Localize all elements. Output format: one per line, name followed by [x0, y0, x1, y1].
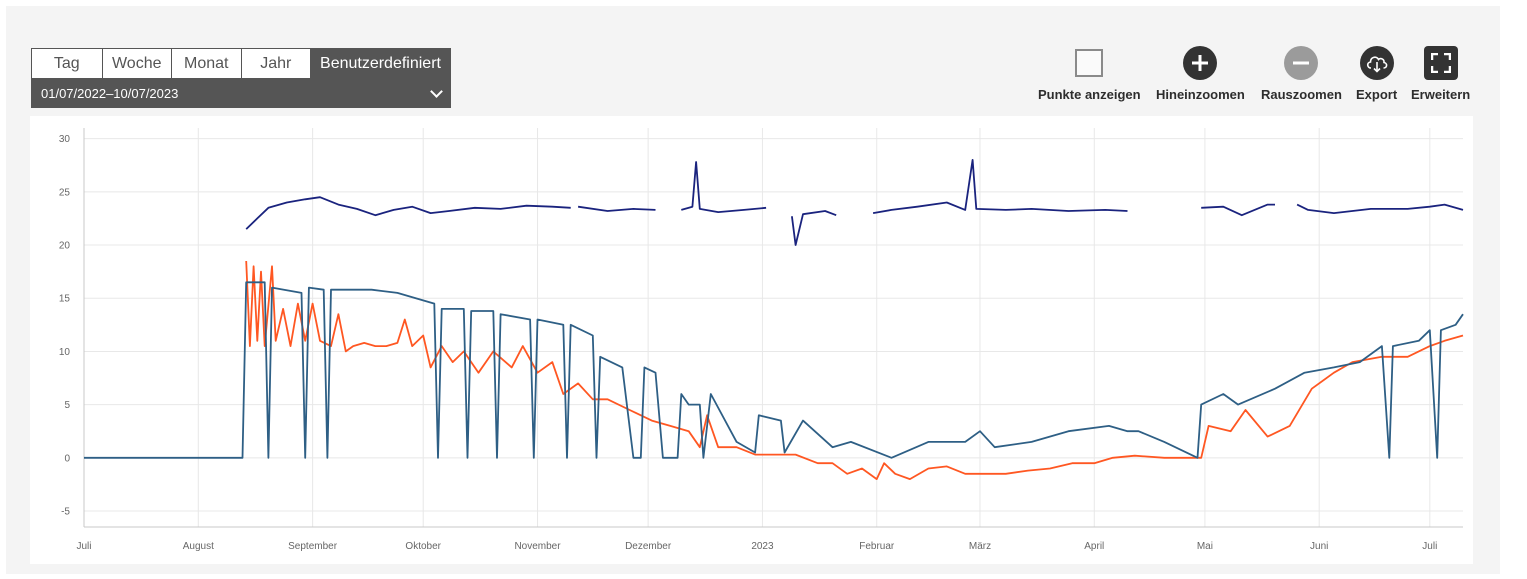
y-tick-label: 25 [59, 187, 71, 198]
show-points-toggle[interactable]: Punkte anzeigen [1038, 46, 1141, 102]
x-tick-label: August [183, 541, 214, 552]
x-tick-label: Juli [1422, 541, 1437, 552]
zoom-out-label: Rauszoomen [1261, 87, 1342, 102]
x-tick-label: Juli [76, 541, 91, 552]
export-label: Export [1356, 87, 1398, 102]
expand-label: Erweitern [1411, 87, 1471, 102]
x-tick-label: September [288, 541, 338, 552]
export-button[interactable]: Export [1356, 46, 1397, 102]
x-tick-label: 2023 [751, 541, 774, 552]
range-tabs: Tag Woche Monat Jahr Benutzerdefiniert [32, 49, 450, 78]
y-tick-label: -5 [61, 507, 70, 518]
cloud-download-icon [1359, 46, 1394, 80]
series-line-1 [245, 159, 1464, 246]
series-line-2 [245, 260, 1464, 480]
x-tick-label: Februar [859, 541, 895, 552]
series-line-3 [84, 281, 1464, 459]
x-tick-label: Mai [1197, 541, 1213, 552]
x-tick-label: Dezember [625, 541, 672, 552]
y-tick-label: 30 [59, 134, 71, 145]
y-tick-label: 10 [59, 347, 71, 358]
expand-button[interactable]: Erweitern [1411, 46, 1470, 102]
x-tick-label: März [969, 541, 991, 552]
x-tick-label: Oktober [405, 541, 441, 552]
minus-icon [1284, 46, 1319, 80]
plus-icon [1183, 46, 1218, 80]
show-points-label: Punkte anzeigen [1038, 87, 1141, 102]
tab-benutzerdefiniert[interactable]: Benutzerdefiniert [311, 49, 450, 78]
tab-woche[interactable]: Woche [102, 49, 171, 78]
tab-monat[interactable]: Monat [172, 49, 241, 78]
y-tick-label: 15 [59, 294, 71, 305]
x-tick-label: April [1084, 541, 1104, 552]
date-range-text: 01/07/2022–10/07/2023 [41, 85, 179, 101]
y-tick-label: 20 [59, 241, 71, 252]
zoom-in-button[interactable]: Hineinzoomen [1156, 46, 1245, 102]
x-tick-label: Juni [1310, 541, 1328, 552]
expand-icon [1423, 46, 1458, 80]
tab-jahr[interactable]: Jahr [241, 49, 310, 78]
range-selector: Tag Woche Monat Jahr Benutzerdefiniert 0… [31, 48, 451, 108]
x-tick-label: November [514, 541, 561, 552]
zoom-in-label: Hineinzoomen [1156, 87, 1245, 102]
date-range-dropdown[interactable]: 01/07/2022–10/07/2023 [31, 78, 451, 108]
tab-tag[interactable]: Tag [32, 49, 102, 78]
y-tick-label: 0 [64, 453, 70, 464]
zoom-out-button[interactable]: Rauszoomen [1261, 46, 1342, 102]
y-tick-label: 5 [64, 400, 70, 411]
checkbox-icon[interactable] [1075, 49, 1104, 77]
